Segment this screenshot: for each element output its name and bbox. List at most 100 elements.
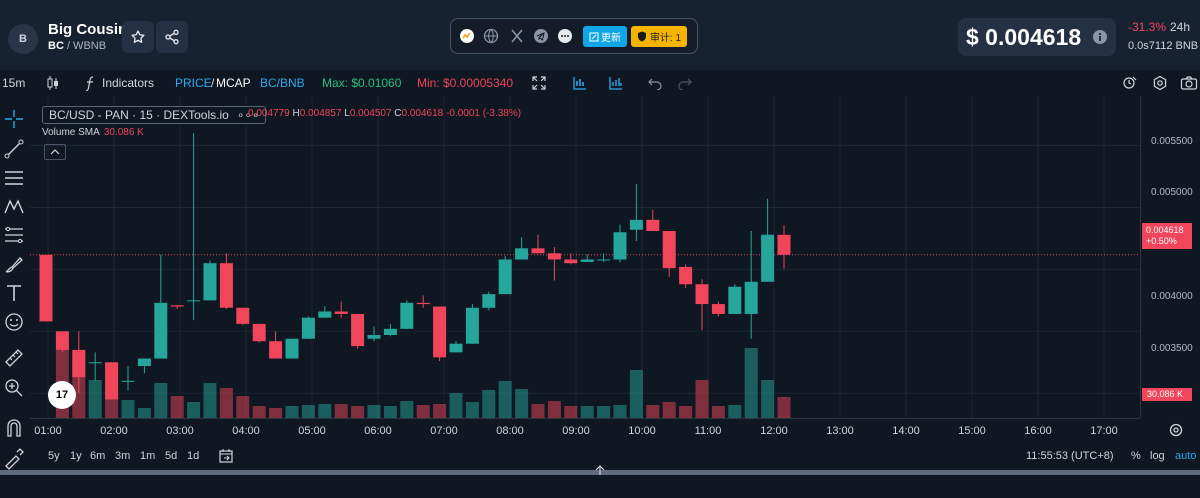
more-icon[interactable] <box>557 28 573 44</box>
x-tick: 14:00 <box>892 425 920 437</box>
legend-more-icon[interactable]: ∘∘∘ <box>236 108 260 122</box>
settings-icon[interactable] <box>1152 75 1168 91</box>
current-pct-tag: +0.50% <box>1146 236 1177 246</box>
volume-bar <box>170 396 184 418</box>
range-5d[interactable]: 5d <box>165 450 178 462</box>
candle-body <box>351 313 365 347</box>
social-badge-bar: 更新 审计: 1 <box>450 18 698 54</box>
candle-body <box>646 219 660 231</box>
current-price: $ 0.004618 <box>966 24 1082 50</box>
price-toggle[interactable]: PRICE <box>175 76 212 90</box>
function-icon[interactable] <box>84 75 98 91</box>
x-tick: 07:00 <box>430 425 458 437</box>
axis-settings-icon[interactable] <box>1168 422 1184 438</box>
camera-icon[interactable] <box>1180 75 1198 91</box>
telegram-icon[interactable] <box>533 28 549 44</box>
candle-body <box>72 349 86 378</box>
zoom-icon[interactable] <box>2 376 26 400</box>
price-period: 24h <box>1170 20 1191 34</box>
volume-bar <box>301 405 315 418</box>
volume-bar <box>154 383 168 418</box>
price-chart[interactable]: BC/USD - PAN · 15 · DEXTools.io ∘∘∘ 0.00… <box>30 96 1140 418</box>
collapse-legend-button[interactable] <box>44 144 66 160</box>
interval-selector[interactable]: 15m <box>2 76 26 90</box>
candle-body <box>383 328 397 336</box>
price-in-bnb: 0.0s7112 BNB <box>1128 40 1199 52</box>
candle-body <box>318 311 332 318</box>
candle-body <box>137 358 151 366</box>
candle-body <box>482 294 496 308</box>
audit-button[interactable]: 审计: 1 <box>631 26 687 47</box>
alert-icon[interactable] <box>1122 75 1138 91</box>
x-tick: 13:00 <box>826 425 854 437</box>
price-box: $ 0.004618 <box>958 18 1116 56</box>
volume-bar <box>252 406 266 418</box>
pair-toggle[interactable]: BC/BNB <box>260 76 305 90</box>
score-icon[interactable] <box>459 28 475 44</box>
x-twitter-icon[interactable] <box>509 28 525 44</box>
compare-chart-icon[interactable] <box>608 75 624 91</box>
current-price-label: 0.004618 +0.50% <box>1142 223 1192 249</box>
percent-toggle[interactable]: % <box>1131 450 1141 462</box>
mcap-toggle[interactable]: MCAP <box>216 76 251 90</box>
log-toggle[interactable]: log <box>1150 450 1165 462</box>
token-name: Big Cousin <box>48 21 128 38</box>
y-tick: 0.005000 <box>1151 187 1193 198</box>
volume-bar <box>88 380 102 418</box>
pattern-icon[interactable] <box>2 195 26 219</box>
tradingview-logo[interactable]: 17 <box>48 381 76 409</box>
indicators-button[interactable]: Indicators <box>102 76 155 90</box>
volume-bar <box>580 406 594 418</box>
undo-icon[interactable] <box>648 76 662 90</box>
fullscreen-icon[interactable] <box>531 75 547 91</box>
text-tool-icon[interactable] <box>2 281 26 305</box>
volume-bar <box>728 405 742 418</box>
crosshair-icon[interactable] <box>2 107 26 131</box>
clock[interactable]: 11:55:53 (UTC+8) <box>1026 450 1114 462</box>
volume-bar <box>351 406 365 418</box>
x-tick: 10:00 <box>628 425 656 437</box>
range-1y[interactable]: 1y <box>70 450 82 462</box>
candle-body <box>449 343 463 353</box>
auto-toggle[interactable]: auto <box>1175 450 1197 462</box>
share-button[interactable] <box>156 21 188 53</box>
update-label: 更新 <box>601 33 621 44</box>
redo-icon[interactable] <box>678 76 692 90</box>
candlestick-chart[interactable] <box>30 96 1140 418</box>
fib-icon[interactable] <box>2 223 26 247</box>
volume-label: Volume SMA <box>42 127 100 138</box>
website-icon[interactable] <box>483 28 499 44</box>
magnet-icon[interactable] <box>2 416 26 440</box>
trend-line-icon[interactable] <box>2 137 26 161</box>
price-axis[interactable]: 0.005500 0.005000 0.004000 0.003500 0.00… <box>1140 96 1200 418</box>
range-6m[interactable]: 6m <box>90 450 106 462</box>
volume-bar <box>564 406 578 418</box>
info-icon[interactable] <box>1092 29 1108 45</box>
emoji-icon[interactable] <box>2 310 26 334</box>
y-tick: 0.004000 <box>1151 291 1193 302</box>
min-price: Min: $0.00005340 <box>417 76 514 90</box>
range-1d[interactable]: 1d <box>187 450 200 462</box>
ruler-icon[interactable] <box>2 346 26 370</box>
date-range-icon[interactable] <box>218 448 234 464</box>
token-quote: / WBNB <box>63 40 107 52</box>
x-tick: 06:00 <box>364 425 392 437</box>
range-5y[interactable]: 5y <box>48 450 60 462</box>
horizontal-lines-icon[interactable] <box>2 166 26 190</box>
volume-legend: Volume SMA 30.086 K <box>42 127 144 138</box>
range-3m[interactable]: 3m <box>115 450 131 462</box>
volume-bar <box>383 406 397 418</box>
symbol-legend[interactable]: BC/USD - PAN · 15 · DEXTools.io ∘∘∘ <box>42 106 267 124</box>
brush-icon[interactable] <box>2 252 26 276</box>
x-tick: 05:00 <box>298 425 326 437</box>
candle-body <box>531 248 545 254</box>
candle-body <box>744 281 758 314</box>
favorite-button[interactable] <box>122 21 154 53</box>
update-button[interactable]: 更新 <box>583 26 627 47</box>
chart-template-icon[interactable] <box>572 75 588 91</box>
range-1m[interactable]: 1m <box>140 450 156 462</box>
lock-drawing-icon[interactable] <box>2 446 26 470</box>
candle-type-icon[interactable] <box>46 75 60 91</box>
time-axis[interactable]: 01:00 02:00 03:00 04:00 05:00 06:00 07:00 08:00… <box>30 418 1140 440</box>
candle-body <box>334 311 348 314</box>
